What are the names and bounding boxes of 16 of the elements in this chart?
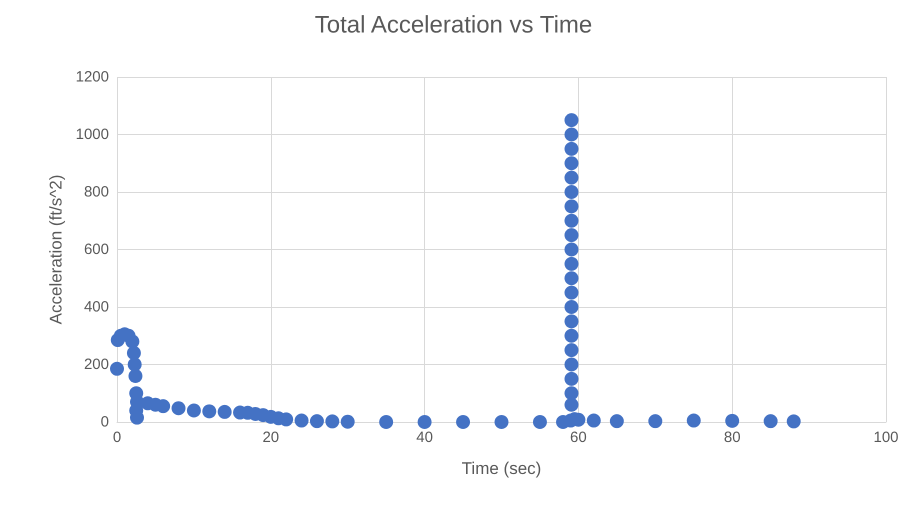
x-tick-label: 20	[262, 429, 280, 446]
y-tick-label: 200	[84, 356, 109, 373]
x-tick-label: 80	[724, 429, 741, 446]
y-tick-label: 800	[84, 184, 109, 200]
x-tick-label: 0	[112, 429, 122, 446]
y-tick-label: 400	[84, 298, 109, 316]
y-tick-label: 0	[100, 414, 109, 430]
x-axis-title: Time (sec)	[462, 459, 542, 478]
x-tick-label: 100	[873, 429, 899, 446]
x-tick-label: 40	[416, 429, 433, 446]
y-tick-label: 600	[84, 241, 109, 258]
y-tick-label: 1000	[76, 126, 109, 143]
y-axis-title: Acceleration (ft/s^2)	[46, 174, 66, 324]
y-tick-label: 1200	[76, 68, 109, 86]
chart-title: Total Acceleration vs Time	[314, 12, 592, 38]
x-tick-label: 60	[570, 429, 587, 446]
